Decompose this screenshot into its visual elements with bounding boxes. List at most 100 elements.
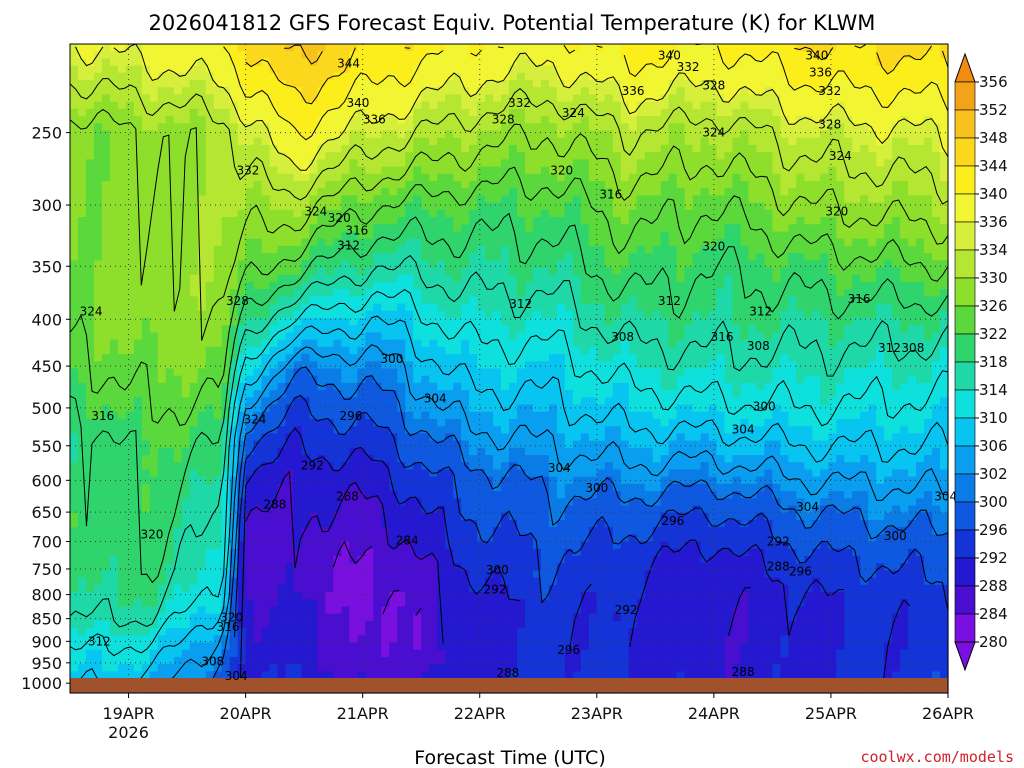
- field-cell: [157, 217, 167, 225]
- field-cell: [397, 433, 406, 442]
- field-cell: [165, 245, 175, 254]
- field-cell: [125, 238, 135, 247]
- field-cell: [85, 519, 95, 528]
- field-cell: [141, 332, 151, 341]
- field-cell: [469, 108, 478, 117]
- field-cell: [173, 483, 183, 492]
- field-cell: [269, 231, 279, 240]
- field-cell: [117, 231, 127, 240]
- field-cell: [285, 519, 295, 528]
- field-cell: [165, 397, 175, 406]
- field-cell: [477, 238, 486, 247]
- field-cell: [469, 584, 478, 593]
- field-cell: [365, 548, 374, 557]
- field-cell: [477, 217, 486, 225]
- field-cell: [70, 354, 79, 362]
- field-cell: [157, 289, 167, 297]
- field-cell: [229, 592, 239, 600]
- field-cell: [157, 296, 167, 305]
- field-cell: [493, 253, 502, 261]
- field-cell: [70, 455, 79, 463]
- field-cell: [221, 173, 231, 182]
- field-cell: [349, 310, 358, 319]
- field-cell: [93, 606, 103, 615]
- field-cell: [117, 195, 127, 204]
- field-cell: [365, 397, 374, 406]
- field-cell: [133, 318, 143, 326]
- field-cell: [165, 519, 175, 528]
- field-cell: [437, 188, 446, 197]
- field-cell: [181, 440, 191, 449]
- field-cell: [93, 642, 103, 651]
- field-cell: [389, 505, 398, 514]
- field-cell: [101, 664, 111, 672]
- field-cell: [85, 527, 95, 535]
- field-cell: [325, 628, 334, 636]
- field-cell: [261, 426, 271, 434]
- field-cell: [165, 418, 175, 427]
- field-cell: [477, 519, 486, 528]
- field-cell: [189, 58, 199, 67]
- field-cell: [261, 253, 271, 261]
- field-cell: [285, 130, 295, 139]
- field-cell: [405, 58, 414, 67]
- field-cell: [509, 65, 518, 74]
- field-cell: [469, 404, 478, 413]
- field-cell: [277, 224, 287, 233]
- field-cell: [261, 332, 271, 341]
- field-cell: [261, 563, 271, 572]
- field-cell: [413, 310, 422, 319]
- field-cell: [477, 411, 486, 420]
- field-cell: [181, 361, 191, 370]
- field-cell: [157, 541, 167, 550]
- field-cell: [293, 462, 303, 471]
- field-cell: [277, 592, 287, 600]
- field-cell: [85, 563, 95, 572]
- field-cell: [277, 505, 287, 514]
- field-cell: [133, 152, 143, 160]
- field-cell: [165, 382, 175, 391]
- field-cell: [301, 628, 311, 636]
- field-cell: [357, 382, 366, 391]
- field-cell: [117, 253, 127, 261]
- field-cell: [333, 548, 342, 557]
- field-cell: [197, 224, 207, 233]
- field-cell: [245, 411, 255, 420]
- field-cell: [501, 469, 510, 478]
- field-cell: [229, 548, 239, 557]
- field-cell: [133, 346, 143, 355]
- field-cell: [245, 80, 255, 88]
- field-cell: [77, 144, 87, 153]
- field-cell: [205, 296, 215, 305]
- field-cell: [365, 44, 374, 52]
- field-cell: [117, 224, 127, 233]
- field-cell: [373, 411, 382, 420]
- field-cell: [229, 534, 239, 543]
- field-cell: [125, 628, 135, 636]
- field-cell: [469, 476, 478, 485]
- field-cell: [277, 130, 287, 139]
- field-cell: [269, 404, 279, 413]
- field-cell: [181, 469, 191, 478]
- field-cell: [213, 628, 223, 636]
- field-cell: [493, 289, 502, 297]
- field-cell: [389, 628, 398, 636]
- field-cell: [349, 476, 358, 485]
- field-cell: [429, 570, 438, 579]
- field-cell: [133, 238, 143, 247]
- field-cell: [381, 447, 390, 456]
- field-cell: [197, 202, 207, 211]
- field-cell: [325, 411, 334, 420]
- field-cell: [397, 555, 406, 564]
- field-cell: [381, 332, 390, 341]
- field-cell: [93, 584, 103, 593]
- field-cell: [237, 332, 247, 341]
- field-cell: [213, 426, 223, 434]
- field-cell: [509, 181, 518, 189]
- field-cell: [213, 527, 223, 535]
- field-cell: [501, 584, 510, 593]
- field-cell: [301, 548, 311, 557]
- field-cell: [357, 541, 366, 550]
- field-cell: [293, 671, 303, 680]
